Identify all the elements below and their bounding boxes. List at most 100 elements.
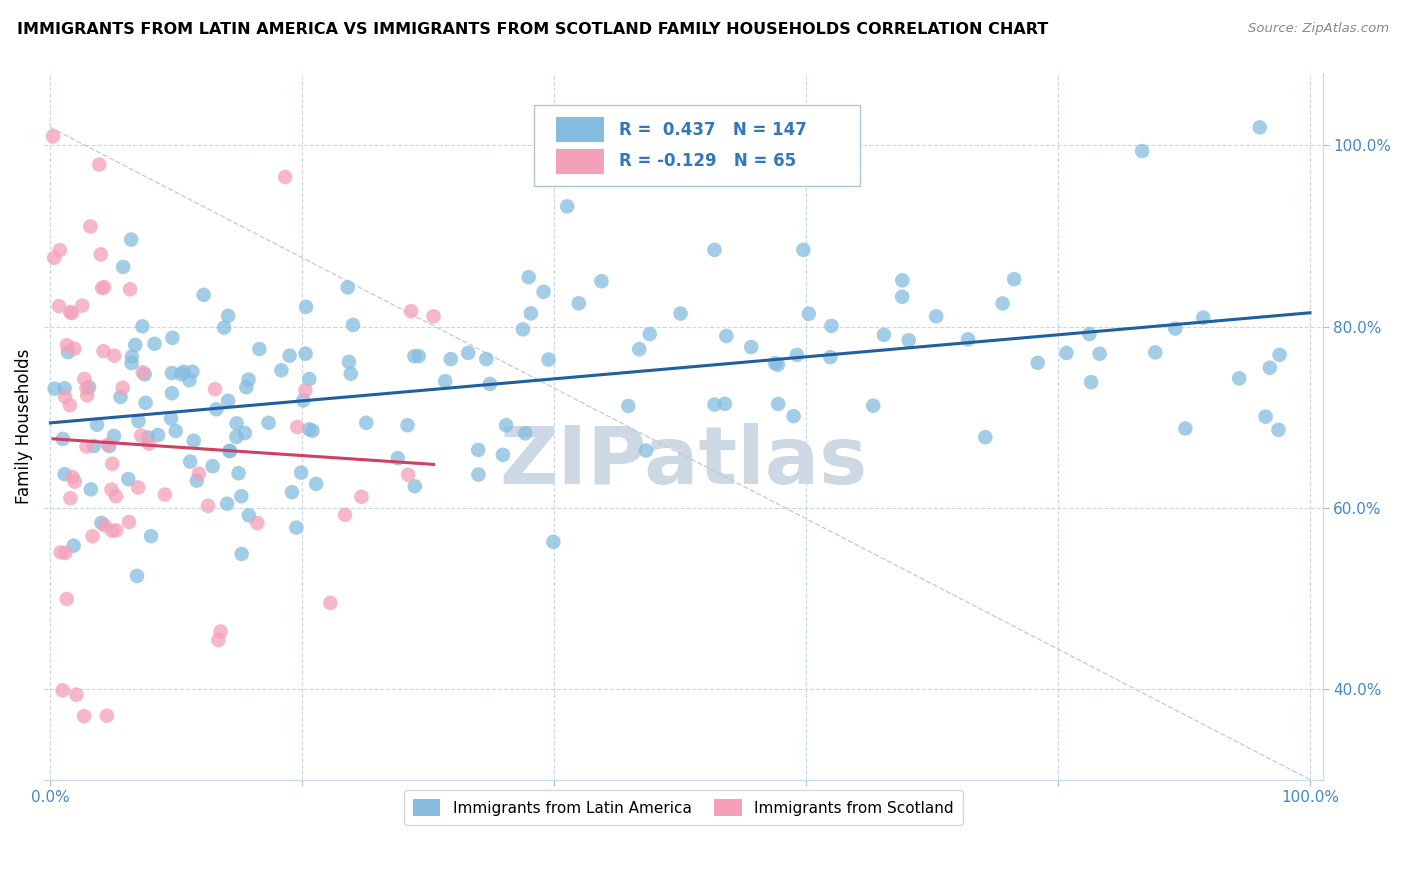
Point [183,434,205,448]
Point [172,365,194,379]
Point [342,318,364,332]
Point [135,396,157,410]
Point [90,247,112,261]
Point [478,376,501,391]
Point [298,422,321,436]
Text: IMMIGRANTS FROM LATIN AMERICA VS IMMIGRANTS FROM SCOTLAND FAMILY HOUSEHOLDS CORR: IMMIGRANTS FROM LATIN AMERICA VS IMMIGRA… [17,22,1047,37]
Point [305,476,328,491]
Point [467,442,489,457]
Point [129,428,152,442]
Point [1268,348,1291,362]
Point [786,348,808,362]
Point [124,338,146,352]
Point [537,352,560,367]
Point [387,451,409,466]
Point [422,310,444,324]
Point [42,129,65,144]
Text: ZIPatlas: ZIPatlas [499,423,868,500]
Point [205,402,228,417]
Point [131,319,153,334]
Point [73,709,96,723]
Point [201,459,224,474]
Point [408,349,430,363]
Point [716,329,738,343]
Point [714,397,737,411]
Point [247,342,270,356]
Point [617,399,640,413]
Point [93,518,115,533]
Point [404,479,426,493]
Point [225,430,247,444]
Point [231,489,253,503]
Point [238,372,260,386]
Point [1164,321,1187,335]
Point [434,374,457,388]
Point [63,342,86,356]
Point [170,367,193,381]
Point [186,474,208,488]
Point [957,332,980,346]
Point [162,331,184,345]
Point [120,233,142,247]
Point [278,349,301,363]
Point [820,318,842,333]
Point [766,358,789,372]
Point [62,539,84,553]
Point [457,346,479,360]
Point [44,251,66,265]
Point [1088,347,1111,361]
Point [1130,144,1153,158]
Point [127,480,149,494]
Point [59,305,82,319]
Point [820,350,842,364]
Point [495,418,517,433]
Point [59,491,82,506]
Point [897,333,920,347]
Point [517,270,540,285]
Point [319,596,342,610]
Point [103,429,125,443]
Point [52,683,75,698]
Point [246,516,269,530]
Point [188,467,211,481]
Point [181,365,204,379]
Point [543,534,565,549]
Point [217,309,239,323]
Point [104,489,127,503]
Point [136,430,159,444]
Point [217,497,239,511]
Point [669,306,692,320]
Point [80,483,103,497]
Point [160,411,183,425]
Point [974,430,997,444]
Point [118,282,141,296]
Point [1002,272,1025,286]
Point [1080,375,1102,389]
Point [873,327,896,342]
Point [101,524,124,538]
Point [1192,310,1215,325]
Point [925,310,948,324]
Point [257,416,280,430]
Point [98,439,121,453]
Point [638,327,661,342]
Point [76,440,98,454]
Point [235,380,257,394]
Point [703,243,725,257]
Point [1227,371,1250,385]
Point [48,299,70,313]
Point [285,420,308,434]
Point [83,439,105,453]
Point [891,290,914,304]
Point [53,390,76,404]
Point [1249,120,1271,135]
Point [212,320,235,334]
Point [515,426,537,441]
Point [782,409,804,424]
Point [301,424,323,438]
Point [146,428,169,442]
Point [1144,345,1167,359]
Point [217,393,239,408]
Point [281,485,304,500]
Point [49,545,72,559]
